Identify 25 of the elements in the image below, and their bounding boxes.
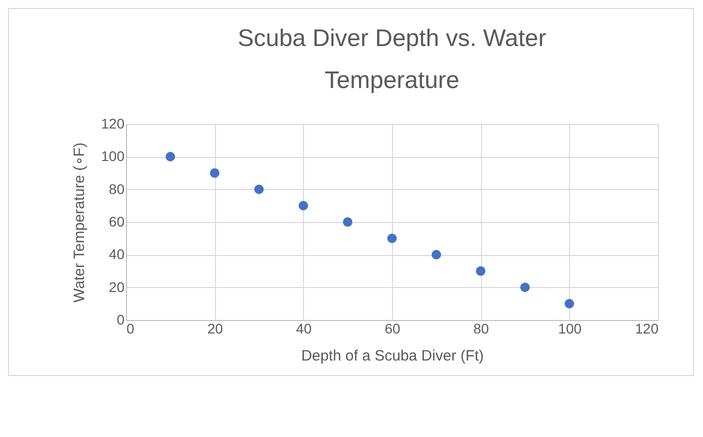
point: [432, 250, 442, 260]
point: [564, 298, 574, 308]
y-axis-title: Water Temperature (∘F): [71, 142, 88, 302]
y-tick-label: 40: [108, 246, 125, 262]
y-tick-label: 20: [108, 278, 125, 295]
y-tick-label: 60: [108, 214, 125, 230]
point: [520, 282, 530, 292]
y-tick-label: 100: [101, 148, 125, 164]
x-tick-label: 100: [558, 320, 582, 336]
x-tick-label: 20: [207, 320, 224, 336]
point: [254, 184, 264, 194]
point: [166, 152, 176, 162]
point: [210, 168, 220, 178]
x-axis-title: Depth of a Scuba Diver (Ft): [301, 348, 484, 364]
y-tick-label: 80: [108, 180, 125, 197]
x-tick-label: 40: [296, 320, 312, 336]
y-tick-label: 120: [101, 116, 125, 132]
x-tick-label: 80: [473, 320, 490, 336]
point: [342, 217, 352, 227]
point: [298, 200, 308, 210]
point: [476, 266, 486, 276]
point: [387, 234, 397, 244]
x-tick-label: 120: [635, 320, 659, 336]
x-tick-label: 60: [384, 320, 400, 336]
chart-title: Scuba Diver Depth vs. Water Temperature: [238, 25, 546, 94]
